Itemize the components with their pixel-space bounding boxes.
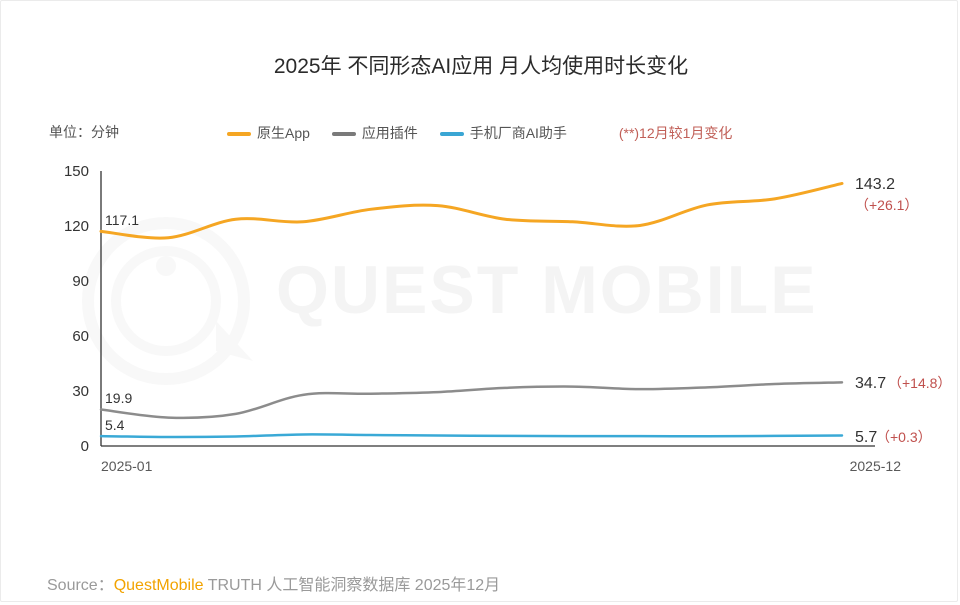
svg-text:（+0.3）: （+0.3） xyxy=(876,429,932,445)
svg-text:（+14.8）: （+14.8） xyxy=(888,375,951,391)
svg-text:（+26.1）: （+26.1） xyxy=(855,197,918,213)
svg-text:2025-12: 2025-12 xyxy=(850,458,902,474)
svg-text:117.1: 117.1 xyxy=(105,212,139,228)
svg-text:90: 90 xyxy=(72,273,89,290)
svg-text:19.9: 19.9 xyxy=(105,390,132,406)
svg-text:30: 30 xyxy=(72,383,89,400)
svg-text:150: 150 xyxy=(64,163,89,180)
svg-text:5.4: 5.4 xyxy=(105,417,125,433)
svg-text:QUEST MOBILE: QUEST MOBILE xyxy=(276,252,818,328)
svg-text:34.7: 34.7 xyxy=(855,375,886,392)
svg-text:0: 0 xyxy=(81,438,89,455)
svg-text:2025-01: 2025-01 xyxy=(101,458,153,474)
svg-text:60: 60 xyxy=(72,328,89,345)
svg-text:5.7: 5.7 xyxy=(855,429,877,446)
svg-text:143.2: 143.2 xyxy=(855,176,895,193)
svg-text:120: 120 xyxy=(64,218,89,235)
